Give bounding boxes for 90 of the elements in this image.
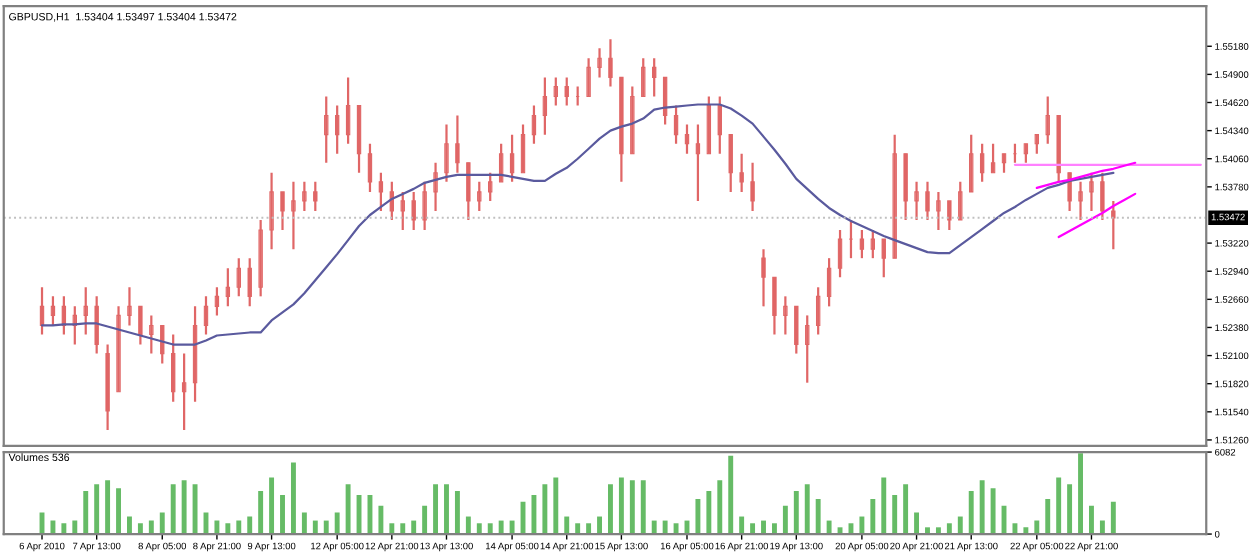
bar <box>957 516 963 535</box>
bar <box>629 480 635 535</box>
bar <box>1056 477 1062 535</box>
bar <box>214 520 220 535</box>
bar <box>378 505 384 535</box>
bar <box>695 499 701 535</box>
bar <box>881 477 887 535</box>
bar <box>597 516 602 535</box>
bar <box>1089 505 1094 535</box>
bar <box>225 523 231 535</box>
bar <box>236 520 242 535</box>
bar <box>498 520 504 535</box>
bar <box>640 480 646 535</box>
bar <box>1067 484 1073 535</box>
bar <box>1099 520 1105 535</box>
bar <box>1078 453 1083 535</box>
bar <box>925 527 930 535</box>
bar <box>542 484 548 535</box>
bar <box>181 480 187 535</box>
bar <box>859 516 865 535</box>
bar <box>61 523 67 535</box>
bar <box>258 490 264 535</box>
bar <box>389 523 395 535</box>
bar <box>1023 527 1029 535</box>
bar <box>192 484 198 535</box>
bar <box>400 523 406 535</box>
bar <box>323 520 329 535</box>
bar <box>334 512 340 535</box>
bar <box>662 520 668 535</box>
bar <box>444 484 449 535</box>
bar <box>575 523 581 535</box>
bar <box>531 494 537 535</box>
bar <box>116 488 121 535</box>
bar <box>673 523 679 535</box>
bar <box>968 490 974 535</box>
bar <box>280 494 285 535</box>
bar <box>159 512 165 535</box>
bar <box>717 480 723 535</box>
bar <box>826 520 832 535</box>
bar <box>422 505 428 535</box>
bar <box>782 505 788 535</box>
bar <box>979 480 985 535</box>
bar <box>750 523 756 535</box>
bar <box>815 499 821 535</box>
bar <box>935 527 941 535</box>
bar <box>804 484 810 535</box>
bar <box>1034 520 1040 535</box>
bar <box>761 520 766 535</box>
bar <box>608 484 613 535</box>
bar <box>411 520 417 535</box>
bar <box>50 520 56 535</box>
bar <box>793 490 799 535</box>
bar <box>83 490 89 535</box>
bar <box>771 523 777 535</box>
bar <box>290 462 296 535</box>
bar <box>72 520 78 535</box>
bar <box>990 488 996 535</box>
bar <box>870 499 876 535</box>
bar <box>312 520 318 535</box>
bar <box>553 477 559 535</box>
bar <box>564 516 570 535</box>
bar <box>465 516 471 535</box>
bar <box>269 477 275 535</box>
bar <box>454 490 460 535</box>
bar <box>476 523 482 535</box>
bar <box>137 523 143 535</box>
bar <box>170 484 176 535</box>
bar <box>706 490 712 535</box>
bar <box>618 477 624 535</box>
bar <box>1045 499 1051 535</box>
bar <box>148 520 154 535</box>
bar <box>903 484 909 535</box>
bar <box>105 480 111 535</box>
bar <box>433 484 439 535</box>
bar <box>1110 501 1116 535</box>
bar <box>651 520 657 535</box>
bar <box>301 512 307 535</box>
bar <box>892 494 898 535</box>
bar <box>1012 523 1018 535</box>
bar <box>509 520 515 535</box>
bar <box>586 523 592 535</box>
bar <box>739 516 745 535</box>
bar <box>247 516 253 535</box>
bar <box>728 455 734 535</box>
bar <box>914 512 920 535</box>
bar <box>946 523 952 535</box>
bar <box>94 484 100 535</box>
bar <box>127 516 132 535</box>
bar <box>345 484 351 535</box>
bar <box>487 523 493 535</box>
